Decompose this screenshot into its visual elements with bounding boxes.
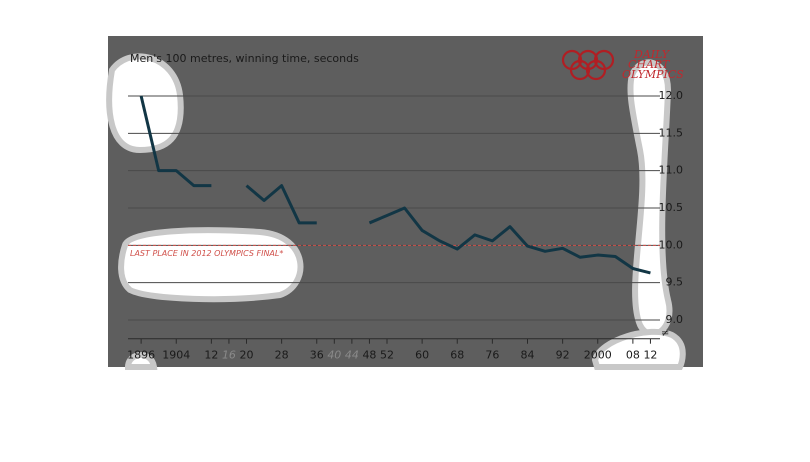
x-tick-label: 08 — [626, 349, 640, 362]
x-tick-label: 16 — [222, 349, 236, 362]
x-tick-label: 40 — [327, 349, 341, 362]
x-tick-label: 2000 — [584, 349, 612, 362]
logo-text: CHART — [628, 58, 671, 71]
x-tick-label: 92 — [556, 349, 570, 362]
x-tick-label: 76 — [485, 349, 499, 362]
highlight-blob — [591, 328, 686, 370]
x-tick-label: 20 — [240, 349, 254, 362]
y-tick-label: 9.0 — [666, 313, 684, 326]
reference-label: LAST PLACE IN 2012 OLYMPICS FINAL* — [130, 249, 283, 258]
highlight-blob — [627, 59, 673, 338]
y-tick-label: 10.0 — [659, 238, 684, 251]
x-tick-label: 52 — [380, 349, 394, 362]
logo-text: OLYMPICS — [622, 68, 684, 81]
y-tick-label: 11.0 — [659, 164, 684, 177]
x-tick-label: 12 — [643, 349, 657, 362]
x-tick-label: 68 — [450, 349, 464, 362]
highlight-blob — [124, 352, 158, 370]
logo-ring — [569, 59, 591, 81]
y-tick-label: 12.0 — [659, 89, 684, 102]
x-tick-label: 12 — [204, 349, 218, 362]
highlight-blob — [106, 53, 184, 154]
y-tick-label: 10.5 — [659, 201, 684, 214]
x-tick-label: 28 — [275, 349, 289, 362]
highlight-blob — [118, 227, 304, 303]
y-tick-label: 11.5 — [659, 126, 684, 139]
x-tick-label: 1904 — [162, 349, 190, 362]
axis-break: ≠ — [661, 328, 669, 339]
chart-background — [108, 36, 703, 367]
x-tick-label: 84 — [521, 349, 535, 362]
data-line — [139, 95, 651, 275]
x-tick-label: 36 — [310, 349, 324, 362]
x-tick-label: 60 — [415, 349, 429, 362]
x-tick-label: 48 — [362, 349, 376, 362]
x-tick-label: 44 — [345, 349, 359, 362]
y-tick-label: 9.5 — [666, 276, 684, 289]
logo-ring — [585, 59, 607, 81]
logo-text: DAILY — [633, 48, 671, 61]
highlight-layer — [106, 53, 686, 370]
x-tick-label: 1896 — [127, 349, 155, 362]
logo — [561, 49, 615, 81]
chart-title: Men's 100 metres, winning time, seconds — [130, 52, 359, 65]
